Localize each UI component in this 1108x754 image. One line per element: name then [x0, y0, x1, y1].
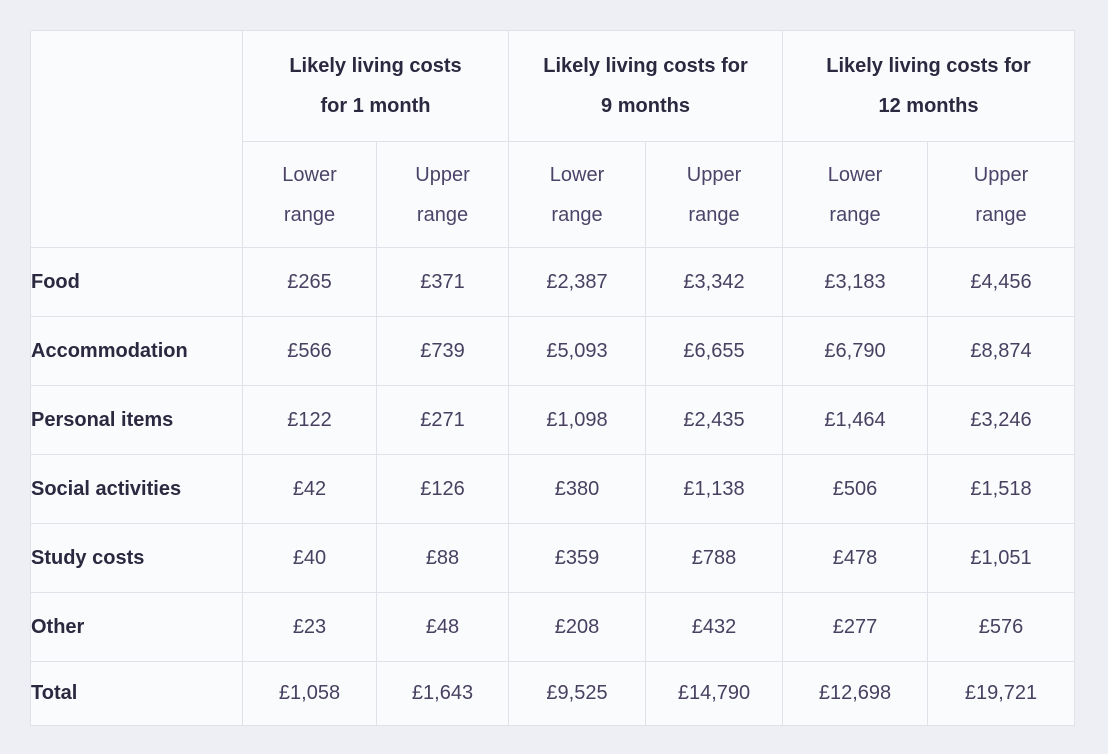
row-label: Study costs	[30, 523, 243, 593]
cell-value: £2,435	[645, 385, 783, 455]
cell-value: £42	[242, 454, 377, 524]
cell-value: £19,721	[927, 661, 1075, 726]
sub-header-label-line: Upper	[973, 163, 1029, 186]
sub-header-label-line: Lower	[549, 163, 605, 186]
column-group-label-line: 9 months	[601, 95, 690, 117]
sub-header-label-line: range	[416, 203, 469, 226]
cell-value: £6,790	[782, 316, 928, 386]
cell-value: £12,698	[782, 661, 928, 726]
table-row-total: Total £1,058 £1,643 £9,525 £14,790 £12,6…	[30, 661, 1075, 726]
cell-value: £8,874	[927, 316, 1075, 386]
table-row-food: Food £265 £371 £2,387 £3,342 £3,183 £4,4…	[30, 247, 1075, 317]
cell-value: £3,342	[645, 247, 783, 317]
cell-value: £5,093	[508, 316, 646, 386]
cell-value: £126	[376, 454, 509, 524]
sub-header-upper-range: Upper range	[376, 141, 509, 248]
sub-header-label-line: range	[975, 203, 1027, 226]
table-row-accommodation: Accommodation £566 £739 £5,093 £6,655 £6…	[30, 316, 1075, 386]
living-costs-table: Likely living costs for 1 month Likely l…	[30, 30, 1075, 726]
cell-value: £576	[927, 592, 1075, 662]
table-row-other: Other £23 £48 £208 £432 £277 £576	[30, 592, 1075, 662]
sub-header-label-line: Upper	[686, 163, 742, 186]
row-label: Total	[30, 661, 243, 726]
cell-value: £265	[242, 247, 377, 317]
cell-value: £2,387	[508, 247, 646, 317]
cell-value: £380	[508, 454, 646, 524]
cell-value: £1,138	[645, 454, 783, 524]
sub-header-label-line: range	[283, 203, 336, 226]
cell-value: £9,525	[508, 661, 646, 726]
cell-value: £14,790	[645, 661, 783, 726]
group-header-row: Likely living costs for 1 month Likely l…	[30, 30, 1075, 248]
cell-value: £506	[782, 454, 928, 524]
cell-value: £3,183	[782, 247, 928, 317]
column-group-label-line: 12 months	[878, 95, 979, 117]
cell-value: £122	[242, 385, 377, 455]
column-group-label-line: Likely living costs for	[826, 55, 1031, 77]
sub-header-row: Lower range Upper range Lower range Uppe…	[31, 141, 1075, 248]
row-label: Accommodation	[30, 316, 243, 386]
cell-value: £23	[242, 592, 377, 662]
table-row-social-activities: Social activities £42 £126 £380 £1,138 £…	[30, 454, 1075, 524]
cell-value: £277	[782, 592, 928, 662]
column-group-9-months: Likely living costs for 9 months	[508, 30, 783, 142]
cell-value: £478	[782, 523, 928, 593]
sub-header-lower-range: Lower range	[782, 141, 928, 248]
table-row-study-costs: Study costs £40 £88 £359 £788 £478 £1,05…	[30, 523, 1075, 593]
cell-value: £1,643	[376, 661, 509, 726]
sub-header-upper-range: Upper range	[927, 141, 1075, 248]
cell-value: £48	[376, 592, 509, 662]
cell-value: £208	[508, 592, 646, 662]
cell-value: £1,051	[927, 523, 1075, 593]
cell-value: £88	[376, 523, 509, 593]
cell-value: £1,058	[242, 661, 377, 726]
cell-value: £739	[376, 316, 509, 386]
cell-value: £359	[508, 523, 646, 593]
sub-header-upper-range: Upper range	[645, 141, 783, 248]
row-label: Other	[30, 592, 243, 662]
cell-value: £1,518	[927, 454, 1075, 524]
column-group-label-line: Likely living costs	[289, 55, 462, 77]
sub-header-lower-range: Lower range	[242, 141, 377, 248]
column-group-label-line: Likely living costs for	[543, 55, 748, 77]
cell-value: £4,456	[927, 247, 1075, 317]
cell-value: £271	[376, 385, 509, 455]
sub-header-label-line: Upper	[415, 163, 470, 186]
row-label: Personal items	[30, 385, 243, 455]
cell-value: £1,098	[508, 385, 646, 455]
cell-value: £1,464	[782, 385, 928, 455]
cell-value: £3,246	[927, 385, 1075, 455]
row-label: Food	[30, 247, 243, 317]
table-row-personal-items: Personal items £122 £271 £1,098 £2,435 £…	[30, 385, 1075, 455]
sub-header-label-line: range	[829, 203, 881, 226]
cell-value: £566	[242, 316, 377, 386]
cell-value: £371	[376, 247, 509, 317]
column-group-label-line: for 1 month	[320, 95, 431, 117]
column-group-1-month: Likely living costs for 1 month	[242, 30, 509, 142]
corner-cell	[30, 30, 243, 248]
sub-header-label-line: Lower	[827, 163, 883, 186]
row-label: Social activities	[30, 454, 243, 524]
sub-header-label-line: range	[688, 203, 740, 226]
sub-header-lower-range: Lower range	[508, 141, 646, 248]
sub-header-label-line: range	[551, 203, 603, 226]
cell-value: £788	[645, 523, 783, 593]
column-group-12-months: Likely living costs for 12 months	[782, 30, 1075, 142]
cell-value: £40	[242, 523, 377, 593]
sub-header-label-line: Lower	[282, 163, 337, 186]
cell-value: £432	[645, 592, 783, 662]
cell-value: £6,655	[645, 316, 783, 386]
